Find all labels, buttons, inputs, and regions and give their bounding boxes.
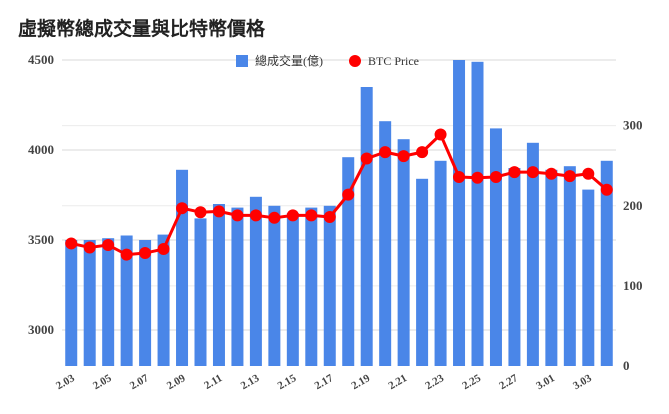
x-tick-label: 2.15 [276, 372, 299, 392]
btc-price-point [508, 166, 521, 179]
btc-price-point [212, 205, 225, 218]
btc-price-polyline [70, 132, 608, 257]
btc-price-point [102, 239, 115, 252]
x-tick-label: 3.01 [534, 372, 557, 392]
x-tick-label: 2.05 [91, 372, 114, 392]
btc-price-point [139, 247, 152, 260]
btc-price-point [65, 237, 78, 250]
btc-price-point [157, 243, 170, 256]
volume-bar [582, 189, 595, 366]
btc-price-point [582, 167, 595, 180]
btc-price-point [268, 211, 281, 224]
volume-bar [508, 168, 521, 366]
y-axis-right: 0 100 200 300 [623, 118, 643, 373]
y-right-tick-label: 0 [623, 358, 630, 373]
volume-bar [176, 169, 189, 366]
x-tick-label: 2.19 [350, 372, 373, 392]
btc-price-point [471, 171, 484, 184]
volume-bar [397, 139, 410, 366]
volume-bar [157, 234, 170, 366]
btc-price-point [194, 206, 207, 219]
btc-price-point [379, 146, 392, 159]
volume-bar [600, 160, 613, 366]
y-left-tick-label: 4000 [28, 142, 54, 157]
y-right-tick-label: 100 [623, 278, 643, 293]
volume-bar [231, 207, 244, 366]
volume-bars [65, 60, 613, 367]
x-tick-label: 2.23 [423, 372, 446, 392]
x-axis: 2.03 2.05 2.07 2.09 2.11 2.13 2.15 2.17 2.19 2.21… [54, 372, 594, 392]
btc-price-point [360, 152, 373, 165]
x-tick-label: 2.27 [497, 372, 520, 392]
legend-btc-swatch [349, 55, 361, 67]
volume-bar [434, 160, 447, 366]
volume-bar [453, 60, 466, 366]
legend: 總成交量(億) BTC Price [236, 53, 419, 68]
volume-bar [139, 240, 152, 366]
volume-bar [545, 169, 558, 366]
chart-title: 虛擬幣總成交量與比特幣價格 [18, 18, 266, 40]
btc-price-point [526, 166, 539, 179]
volume-bar [249, 196, 262, 366]
btc-price-point [416, 146, 429, 159]
x-tick-label: 2.07 [128, 372, 151, 392]
btc-price-point [453, 170, 466, 183]
btc-price-point [120, 248, 133, 261]
y-left-tick-label: 3500 [28, 232, 54, 247]
volume-bar [83, 240, 96, 366]
x-tick-label: 2.09 [165, 372, 188, 392]
btc-price-point [83, 241, 96, 254]
btc-price-point [600, 183, 613, 196]
x-tick-label: 2.25 [460, 372, 483, 392]
volume-bar [379, 121, 392, 366]
x-tick-label: 2.03 [54, 372, 77, 392]
y-right-tick-label: 300 [623, 118, 643, 133]
volume-bar [65, 240, 78, 366]
y-axis-left: 3000 3500 4000 4500 [28, 52, 54, 337]
btc-price-point [305, 209, 318, 222]
volume-bar [526, 142, 539, 366]
volume-bar [342, 157, 355, 366]
btc-price-point [231, 209, 244, 222]
x-tick-label: 2.21 [386, 372, 409, 392]
volume-bar [286, 213, 299, 366]
btc-price-point [489, 170, 502, 183]
volume-bar [194, 218, 207, 366]
legend-btc-label: BTC Price [368, 54, 419, 68]
x-tick-label: 2.11 [202, 372, 224, 392]
volume-bar [323, 205, 336, 366]
y-left-tick-label: 4500 [28, 52, 54, 67]
btc-price-point [323, 211, 336, 224]
btc-price-line [65, 128, 613, 261]
legend-volume-swatch [236, 55, 248, 67]
volume-bar [305, 207, 318, 366]
grid-lines [62, 59, 616, 331]
btc-price-point [286, 209, 299, 222]
volume-bar [268, 205, 281, 366]
x-tick-label: 2.13 [239, 372, 262, 392]
btc-price-point [397, 150, 410, 163]
x-tick-label: 2.17 [313, 372, 336, 392]
y-left-tick-label: 3000 [28, 322, 54, 337]
volume-bar [102, 238, 115, 366]
btc-price-point [545, 167, 558, 180]
volume-bar [212, 204, 225, 366]
volume-bar [120, 235, 133, 366]
volume-bar [416, 178, 429, 366]
y-right-tick-label: 200 [623, 198, 643, 213]
legend-volume-label: 總成交量(億) [255, 53, 323, 68]
btc-price-point [249, 209, 262, 222]
volume-bar [360, 87, 373, 366]
volume-bar [489, 128, 502, 366]
btc-price-point [563, 170, 576, 183]
btc-price-point [434, 128, 447, 141]
volume-bar [563, 166, 576, 366]
btc-price-point [176, 202, 189, 215]
x-tick-label: 3.03 [571, 372, 594, 392]
volume-bar [471, 61, 484, 367]
btc-price-point [342, 188, 355, 201]
